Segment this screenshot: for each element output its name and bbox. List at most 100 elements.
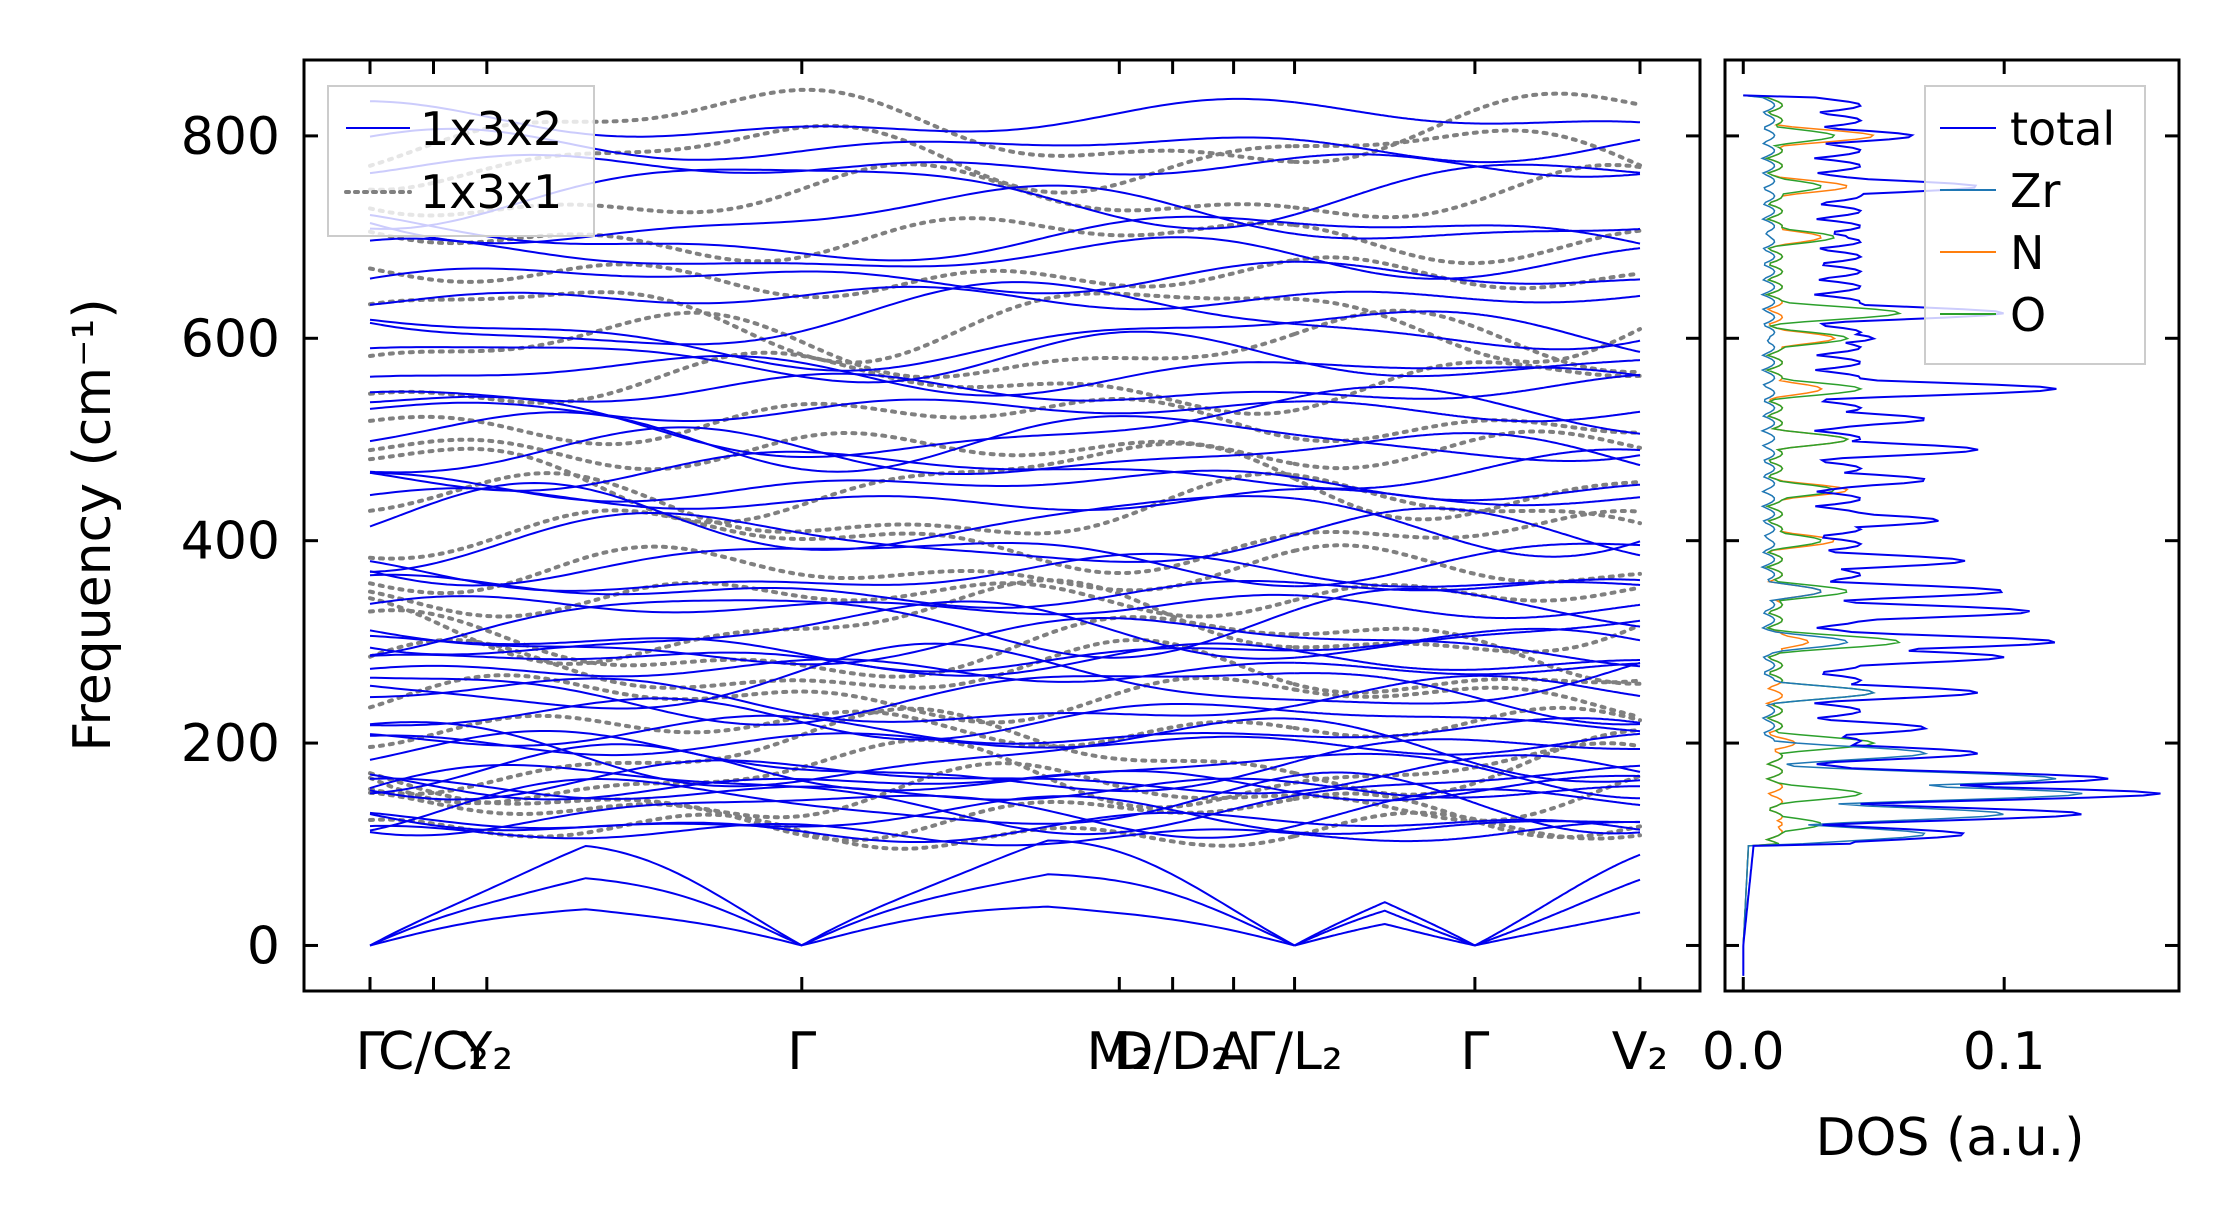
band-curve-1x3x1 xyxy=(368,706,1297,796)
band-curve-1x3x2 xyxy=(369,184,1295,245)
band-curve-1x3x2 xyxy=(1294,101,1641,125)
k-tick-label: Γ xyxy=(787,1022,816,1082)
band-curve-1x3x2 xyxy=(369,398,1295,422)
band-curve-acoustic xyxy=(1294,853,1641,947)
band-curve-1x3x2 xyxy=(1294,717,1641,783)
dos-curves xyxy=(1742,94,2161,976)
band-curve-1x3x1 xyxy=(368,431,1297,472)
band-curve-1x3x2 xyxy=(369,260,1295,295)
legend-label-zr: Zr xyxy=(2010,164,2061,218)
band-curve-1x3x1 xyxy=(1292,623,1642,654)
band-curve-1x3x2 xyxy=(369,281,1295,346)
k-tick-label: C/C₂ xyxy=(378,1022,489,1082)
band-curve-1x3x2 xyxy=(1294,542,1641,588)
band-curve-1x3x2 xyxy=(1294,587,1641,628)
band-curve-1x3x2 xyxy=(1294,138,1641,164)
band-curve-1x3x2 xyxy=(369,355,1295,397)
y-tick-label: 400 xyxy=(181,512,280,572)
y-tick-label: 600 xyxy=(181,309,280,369)
band-curve-1x3x2 xyxy=(369,769,1295,801)
band-curve-1x3x2 xyxy=(1294,627,1641,652)
band-curve-1x3x2 xyxy=(369,318,1295,372)
band-curve-1x3x2 xyxy=(1294,752,1640,800)
band-curve-1x3x1 xyxy=(368,216,1297,264)
band-curve-1x3x2 xyxy=(1294,661,1641,705)
band-curve-1x3x1 xyxy=(1292,676,1642,695)
band-curve-1x3x2 xyxy=(1294,361,1641,377)
band-curve-1x3x2 xyxy=(369,552,1295,592)
band-curve-1x3x2 xyxy=(1294,764,1641,797)
band-curve-1x3x2 xyxy=(1294,400,1641,423)
band-curve-1x3x1 xyxy=(1292,476,1642,522)
band-curve-1x3x2 xyxy=(369,732,1295,757)
band-curve-1x3x1 xyxy=(1292,810,1642,841)
legend-label-n: N xyxy=(2010,226,2044,280)
band-curve-1x3x2 xyxy=(369,372,1295,403)
band-curve-1x3x2 xyxy=(369,330,1295,384)
band-curve-1x3x1 xyxy=(368,637,1297,690)
band-curve-1x3x2 xyxy=(1294,487,1641,507)
band-curve-1x3x2 xyxy=(1294,674,1641,707)
dos-x-ticks: 0.0 0.1 xyxy=(1702,60,2046,1082)
band-curve-1x3x2 xyxy=(369,794,1295,839)
k-tick-label: Y₂ xyxy=(460,1022,514,1082)
band-curve-1x3x2 xyxy=(369,593,1295,616)
band-curve-1x3x2 xyxy=(369,743,1295,795)
band-legend-box xyxy=(327,85,595,237)
band-curve-1x3x2 xyxy=(1294,636,1641,668)
band-curve-1x3x2 xyxy=(369,795,1295,834)
band-curve-1x3x2 xyxy=(1294,672,1640,726)
dos-panel: 0.0 0.1 DOS (a.u.) total Zr N O xyxy=(1702,58,2181,1168)
band-curve-acoustic xyxy=(369,905,1295,947)
dos-x-axis-title: DOS (a.u.) xyxy=(1816,1108,2085,1168)
band-curve-1x3x1 xyxy=(1292,297,1642,364)
band-curve-1x3x1 xyxy=(368,441,1297,525)
band-curve-1x3x1 xyxy=(368,544,1297,596)
band-curve-1x3x2 xyxy=(1294,260,1641,285)
band-curve-1x3x2 xyxy=(369,411,1295,473)
band-curve-1x3x2 xyxy=(1294,717,1641,739)
band-curve-1x3x2 xyxy=(1294,290,1641,304)
band-plot-frame xyxy=(302,58,1702,993)
band-curve-1x3x1 xyxy=(368,790,1297,843)
band-curve-1x3x2 xyxy=(1294,448,1641,490)
band-curve-1x3x1 xyxy=(368,673,1297,725)
band-curve-1x3x2 xyxy=(1294,781,1640,799)
band-curve-1x3x2 xyxy=(1294,732,1641,756)
band-curve-1x3x2 xyxy=(1294,619,1641,659)
band-curve-1x3x1 xyxy=(1292,91,1642,165)
band-curve-1x3x2 xyxy=(1294,578,1641,592)
band-curve-acoustic xyxy=(369,873,1296,947)
band-curve-1x3x2 xyxy=(369,512,1295,573)
band-curve-1x3x2 xyxy=(369,774,1295,832)
dos-y-ticks xyxy=(1725,134,2179,947)
band-curve-1x3x2 xyxy=(369,469,1295,503)
band-curve-1x3x2 xyxy=(369,714,1295,747)
band-curve-1x3x2 xyxy=(1294,820,1640,835)
k-tick-label: M₂ xyxy=(1086,1022,1152,1082)
band-curve-1x3x1 xyxy=(1292,429,1642,471)
band-curve-1x3x2 xyxy=(1294,153,1641,178)
band-curve-1x3x2 xyxy=(1294,247,1641,280)
band-curve-1x3x2 xyxy=(1294,433,1641,462)
band-curve-1x3x2 xyxy=(1294,222,1641,245)
dos-x-tick-label: 0.0 xyxy=(1702,1022,1785,1082)
band-curve-1x3x2 xyxy=(369,697,1295,741)
band-curve-1x3x2 xyxy=(369,717,1295,788)
k-tick-label: A xyxy=(1216,1022,1252,1082)
band-curve-1x3x2 xyxy=(1294,774,1641,802)
band-curve-1x3x2 xyxy=(1294,771,1641,835)
band-curve-1x3x2 xyxy=(1294,227,1641,240)
band-curve-1x3x2 xyxy=(1294,323,1641,351)
band-curve-1x3x2 xyxy=(369,634,1295,673)
band-curve-1x3x2 xyxy=(1294,649,1640,671)
legend-label-1x3x2: 1x3x2 xyxy=(420,102,562,156)
band-curve-1x3x1 xyxy=(368,471,1297,536)
band-curve-1x3x1 xyxy=(1292,128,1642,168)
band-curve-1x3x2 xyxy=(1294,373,1641,400)
band-curve-1x3x1 xyxy=(1292,705,1642,739)
dos-curve-zr xyxy=(1742,94,2083,976)
k-tick-label: V₂ xyxy=(1612,1022,1668,1082)
